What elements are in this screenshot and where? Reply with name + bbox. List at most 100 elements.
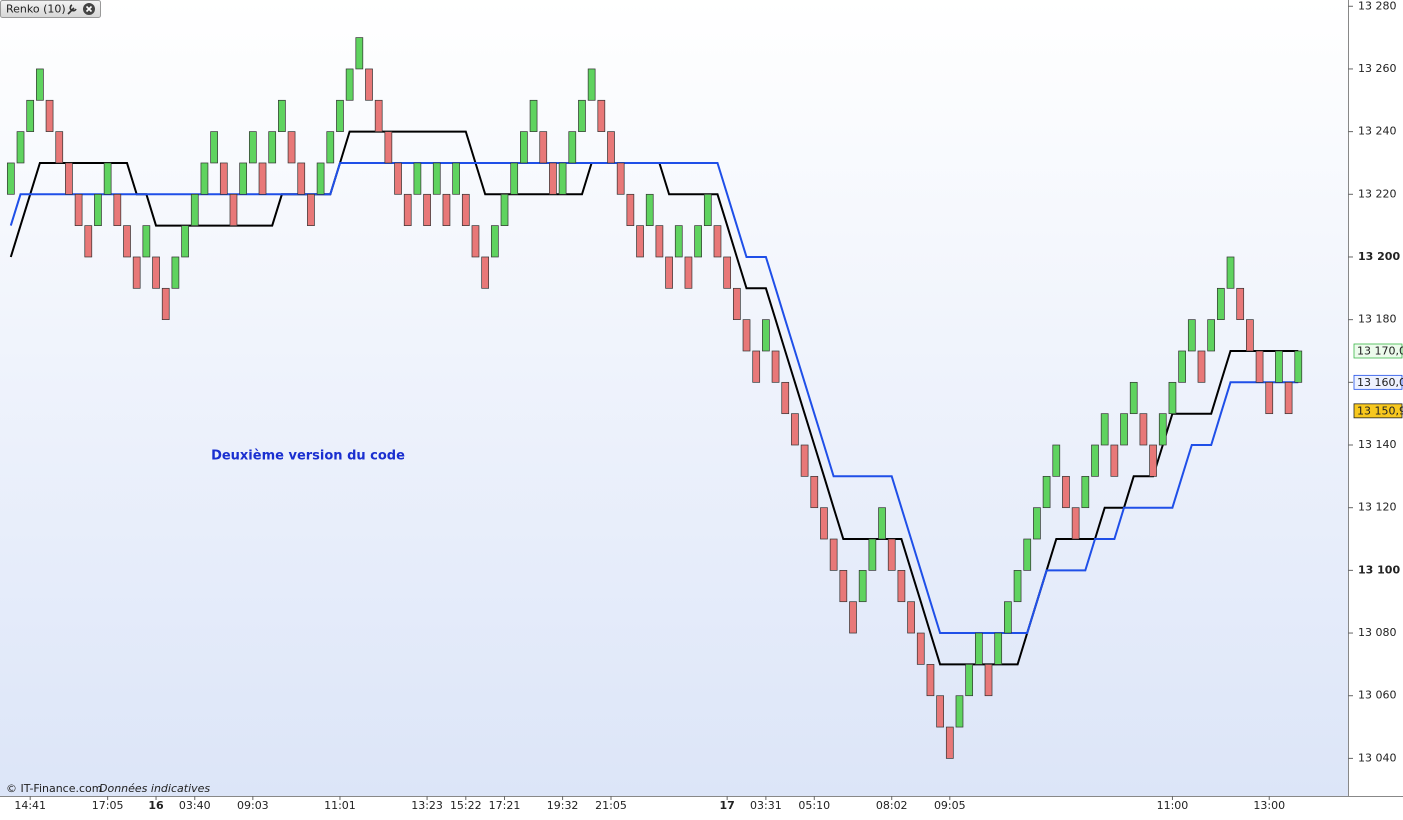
brick xyxy=(762,319,770,352)
labels: 13 040 13 060 13 080 13 100 13 120 13 140 13 1… xyxy=(14,0,1403,812)
brick xyxy=(132,256,141,289)
y-tick-label: 13 060 xyxy=(1358,689,1397,702)
brick xyxy=(636,225,644,258)
brick xyxy=(1207,319,1216,352)
brick xyxy=(45,99,54,132)
brick xyxy=(113,193,122,226)
brick xyxy=(974,632,983,665)
brick xyxy=(694,225,702,258)
brick xyxy=(1139,413,1148,446)
brick xyxy=(955,695,964,728)
brick xyxy=(84,225,93,258)
brick xyxy=(858,570,867,603)
price-marker xyxy=(1353,343,1403,359)
y-tick-label: 13 140 xyxy=(1358,438,1397,451)
brick xyxy=(674,225,683,258)
brick xyxy=(529,99,538,132)
brick xyxy=(1168,381,1177,415)
brick xyxy=(345,68,354,101)
brick xyxy=(1071,507,1080,540)
brick xyxy=(936,695,944,728)
brick xyxy=(258,162,267,195)
brick xyxy=(723,256,732,289)
brick xyxy=(907,601,915,634)
brick xyxy=(355,37,364,70)
bricks xyxy=(6,37,1303,759)
brick xyxy=(1158,413,1167,446)
brick xyxy=(171,256,180,289)
brick xyxy=(549,162,557,195)
brick xyxy=(94,193,102,226)
y-tick-label: 13 100 xyxy=(1358,563,1400,576)
brick xyxy=(307,193,315,226)
close-icon-cross xyxy=(85,5,93,13)
y-tick-label: 13 280 xyxy=(1358,0,1397,12)
brick xyxy=(481,256,490,289)
brick xyxy=(142,225,151,258)
brick xyxy=(1275,350,1283,383)
brick xyxy=(791,413,799,446)
brick xyxy=(432,162,441,195)
brick xyxy=(423,193,431,226)
y-tick-label: 13 240 xyxy=(1358,125,1397,138)
brick xyxy=(16,131,25,164)
x-tick-label: 17 xyxy=(720,799,735,812)
brick xyxy=(394,162,402,195)
brick xyxy=(229,193,238,226)
brick xyxy=(384,131,393,164)
brick xyxy=(1265,381,1274,415)
brick xyxy=(278,99,286,132)
plot-area xyxy=(0,0,1348,796)
brick xyxy=(587,68,596,101)
brick xyxy=(1187,319,1196,352)
brick xyxy=(1246,319,1254,352)
brick xyxy=(965,664,974,697)
brick xyxy=(655,225,664,258)
brick xyxy=(878,507,886,540)
x-tick-label: 09:03 xyxy=(237,799,269,812)
brick xyxy=(1226,256,1235,289)
price-marker xyxy=(1353,374,1403,390)
brick xyxy=(316,162,325,195)
x-tick-label: 16 xyxy=(148,799,164,812)
brick xyxy=(442,193,451,226)
brick xyxy=(1294,350,1303,383)
annotation: Deuxième version du code xyxy=(211,449,405,464)
brick xyxy=(74,193,83,226)
brick xyxy=(336,99,344,132)
brick xyxy=(945,726,954,759)
footer-note: Données indicatives xyxy=(99,782,210,795)
brick xyxy=(810,475,819,509)
brick xyxy=(26,99,35,132)
y-tick-label: 13 200 xyxy=(1358,250,1400,263)
brick xyxy=(297,162,306,195)
brick xyxy=(1100,413,1109,446)
brick xyxy=(1004,601,1012,634)
brick xyxy=(452,162,460,195)
price-marker xyxy=(1353,403,1403,419)
x-tick-label: 13:23 xyxy=(411,799,443,812)
brick xyxy=(510,162,519,195)
brick xyxy=(6,162,15,195)
brick xyxy=(684,256,693,289)
footer-credit: © IT-Finance.com xyxy=(6,782,103,795)
brick xyxy=(1091,444,1099,477)
brick xyxy=(210,131,218,164)
brick xyxy=(1216,287,1225,321)
brick xyxy=(665,256,673,289)
x-tick-label: 11:01 xyxy=(324,799,356,812)
brick xyxy=(123,225,131,258)
brick xyxy=(752,350,761,383)
brick xyxy=(539,131,548,164)
brick xyxy=(490,225,499,258)
brick xyxy=(781,381,790,415)
brick xyxy=(868,538,877,571)
brick xyxy=(1129,381,1138,415)
brick xyxy=(926,664,935,697)
settings-icon[interactable] xyxy=(67,4,77,15)
brick xyxy=(1197,350,1206,383)
x-tick-label: 13:00 xyxy=(1253,799,1285,812)
brick xyxy=(181,225,189,258)
